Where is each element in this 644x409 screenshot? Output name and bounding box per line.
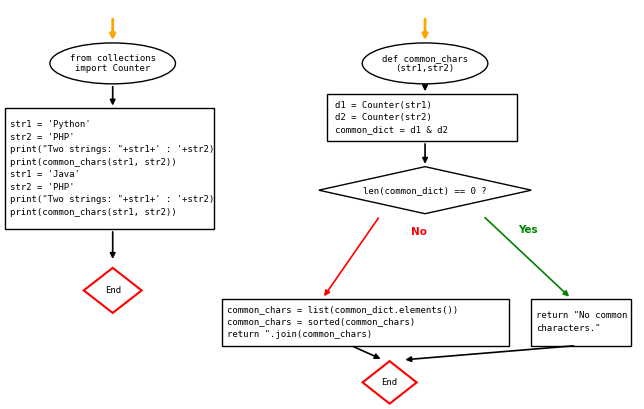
Text: str1 = 'Python'
str2 = 'PHP'
print("Two strings: "+str1+' : '+str2)
print(common: str1 = 'Python' str2 = 'PHP' print("Two … (10, 121, 214, 217)
Ellipse shape (362, 43, 488, 84)
Text: return "No common
characters.": return "No common characters." (536, 311, 628, 333)
Text: End: End (104, 286, 121, 295)
Text: End: End (381, 378, 398, 387)
FancyBboxPatch shape (531, 299, 631, 346)
FancyBboxPatch shape (327, 94, 517, 141)
Polygon shape (319, 167, 531, 213)
Text: common_chars = list(common_dict.elements())
common_chars = sorted(common_chars)
: common_chars = list(common_dict.elements… (227, 305, 459, 339)
Ellipse shape (50, 43, 175, 84)
Text: Yes: Yes (518, 225, 538, 235)
Polygon shape (84, 268, 142, 313)
Text: from collections
import Counter: from collections import Counter (70, 54, 156, 73)
Polygon shape (363, 361, 417, 404)
Text: len(common_dict) == 0 ?: len(common_dict) == 0 ? (363, 186, 487, 195)
Text: def common_chars
(str1,str2): def common_chars (str1,str2) (382, 54, 468, 73)
Text: d1 = Counter(str1)
d2 = Counter(str2)
common_dict = d1 & d2: d1 = Counter(str1) d2 = Counter(str2) co… (335, 101, 448, 135)
FancyBboxPatch shape (5, 108, 214, 229)
Text: No: No (411, 227, 426, 237)
FancyBboxPatch shape (222, 299, 509, 346)
